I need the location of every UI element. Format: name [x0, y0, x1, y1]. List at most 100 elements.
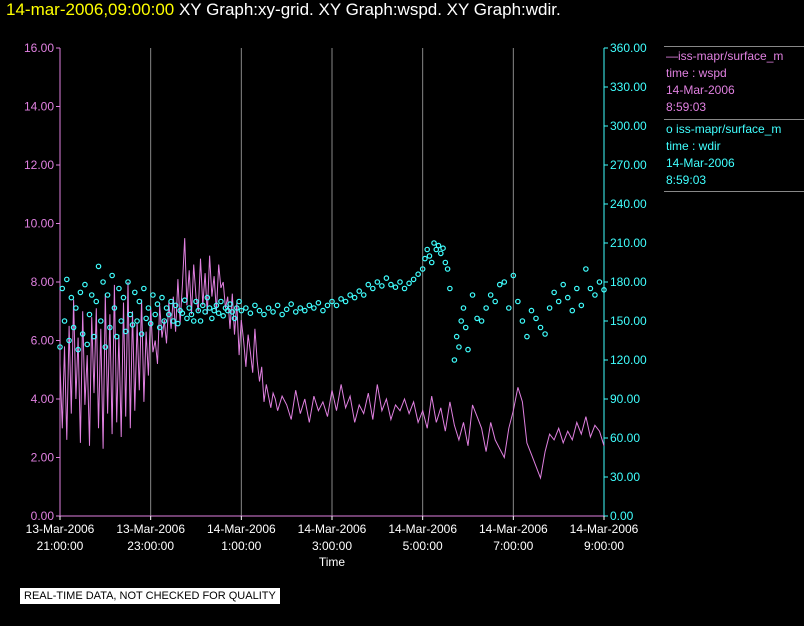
data-point-wdir — [578, 302, 585, 309]
x-tick-label-date: 13-Mar-2006 — [26, 522, 95, 536]
data-point-wdir — [88, 292, 95, 298]
data-point-wdir — [152, 311, 159, 318]
data-point-wdir — [333, 302, 340, 309]
data-point-wdir — [170, 318, 177, 324]
data-point-wdir — [154, 301, 161, 307]
data-point-wdir — [406, 280, 412, 287]
x-tick-label-time: 5:00:00 — [403, 539, 443, 553]
data-point-wdir — [234, 305, 240, 311]
x-tick-label-time: 7:00:00 — [493, 539, 533, 553]
data-point-wdir — [324, 302, 331, 309]
data-point-wdir — [156, 324, 163, 331]
y-right-tick-label: 180.00 — [610, 275, 647, 289]
data-point-wdir — [195, 307, 202, 314]
data-point-wdir — [440, 245, 446, 252]
data-point-wdir — [95, 263, 102, 270]
data-point-wdir — [422, 255, 428, 262]
legend-divider — [664, 191, 804, 192]
data-point-wdir — [109, 272, 115, 279]
data-point-wdir — [70, 324, 77, 331]
data-point-wdir — [161, 318, 168, 324]
data-point-wdir — [383, 275, 390, 281]
data-point-wdir — [136, 298, 143, 305]
data-point-wdir — [82, 281, 88, 288]
y-right-tick-label: 90.00 — [610, 392, 640, 406]
data-point-wdir — [444, 266, 451, 272]
data-point-wdir — [546, 305, 553, 311]
data-point-wdir — [200, 302, 206, 309]
data-point-wdir — [320, 307, 326, 314]
data-point-wdir — [551, 289, 557, 296]
legend-wspd-time: 8:59:03 — [666, 100, 707, 114]
y-right-tick-label: 240.00 — [610, 197, 647, 211]
data-point-wdir — [510, 272, 517, 279]
data-point-wdir — [120, 294, 127, 301]
data-point-wdir — [220, 312, 227, 319]
data-point-wdir — [351, 294, 358, 301]
data-point-wdir — [141, 285, 147, 292]
data-point-wdir — [64, 276, 70, 283]
y-left-tick-label: 4.00 — [31, 392, 55, 406]
data-point-wdir — [145, 305, 152, 311]
data-point-wdir — [583, 266, 589, 272]
y-left-tick-label: 2.00 — [31, 451, 55, 465]
data-point-wdir — [458, 318, 465, 324]
data-point-wdir — [392, 284, 399, 291]
y-left-tick-label: 0.00 — [31, 509, 55, 523]
data-point-wdir — [98, 318, 104, 324]
data-point-wdir — [150, 292, 156, 298]
y-left-tick-label: 8.00 — [31, 275, 55, 289]
data-point-wdir — [125, 279, 131, 285]
data-point-wdir — [374, 279, 381, 285]
data-point-wdir — [365, 281, 372, 288]
y-left-tick-label: 12.00 — [24, 158, 54, 172]
data-point-wdir — [107, 324, 113, 331]
y-right-tick-label: 360.00 — [610, 41, 647, 55]
y-right-tick-label: 330.00 — [610, 80, 647, 94]
data-point-wdir — [84, 341, 91, 348]
x-tick-label-date: 14-Mar-2006 — [207, 522, 276, 536]
data-point-wdir — [560, 281, 567, 288]
data-point-wdir — [415, 271, 421, 278]
data-point-wdir — [122, 328, 129, 335]
data-point-wdir — [75, 346, 81, 353]
data-point-wdir — [186, 305, 193, 311]
data-point-wdir — [587, 285, 594, 292]
title-date: 14-mar-2006,09:00:00 — [6, 0, 175, 19]
data-point-wdir — [564, 294, 571, 301]
data-point-wdir — [397, 279, 403, 285]
data-point-wdir — [172, 302, 179, 309]
data-point-wdir — [256, 307, 263, 314]
x-axis-label: Time — [319, 555, 346, 569]
x-tick-label-time: 3:00:00 — [312, 539, 352, 553]
data-point-wdir — [424, 246, 431, 253]
data-point-wdir — [111, 305, 118, 311]
data-point-wdir — [270, 309, 276, 315]
data-point-wdir — [342, 298, 349, 305]
y-right-tick-label: 0.00 — [610, 509, 634, 523]
data-point-wdir — [356, 288, 363, 294]
data-point-wdir — [596, 279, 603, 285]
legend-wspd-var: time : wspd — [666, 66, 727, 80]
data-point-wdir — [288, 301, 295, 307]
data-point-wdir — [57, 344, 63, 350]
data-point-wdir — [211, 307, 217, 314]
data-point-wdir — [93, 298, 100, 305]
data-point-wdir — [492, 298, 499, 305]
data-point-wdir — [59, 285, 66, 292]
data-point-wdir — [501, 279, 508, 285]
y-left-tick-label: 14.00 — [24, 100, 54, 114]
data-point-wdir — [431, 240, 437, 246]
data-point-wdir — [175, 320, 181, 327]
series-line-wspd — [59, 238, 605, 480]
data-point-wdir — [453, 333, 460, 340]
data-point-wdir — [401, 285, 408, 292]
data-point-wdir — [73, 305, 79, 311]
data-point-wdir — [132, 289, 138, 296]
data-point-wdir — [129, 322, 136, 328]
data-point-wdir — [100, 279, 106, 285]
data-point-wdir — [102, 344, 109, 350]
data-point-wdir — [569, 307, 576, 314]
legend-wdir-time: 8:59:03 — [666, 173, 707, 187]
